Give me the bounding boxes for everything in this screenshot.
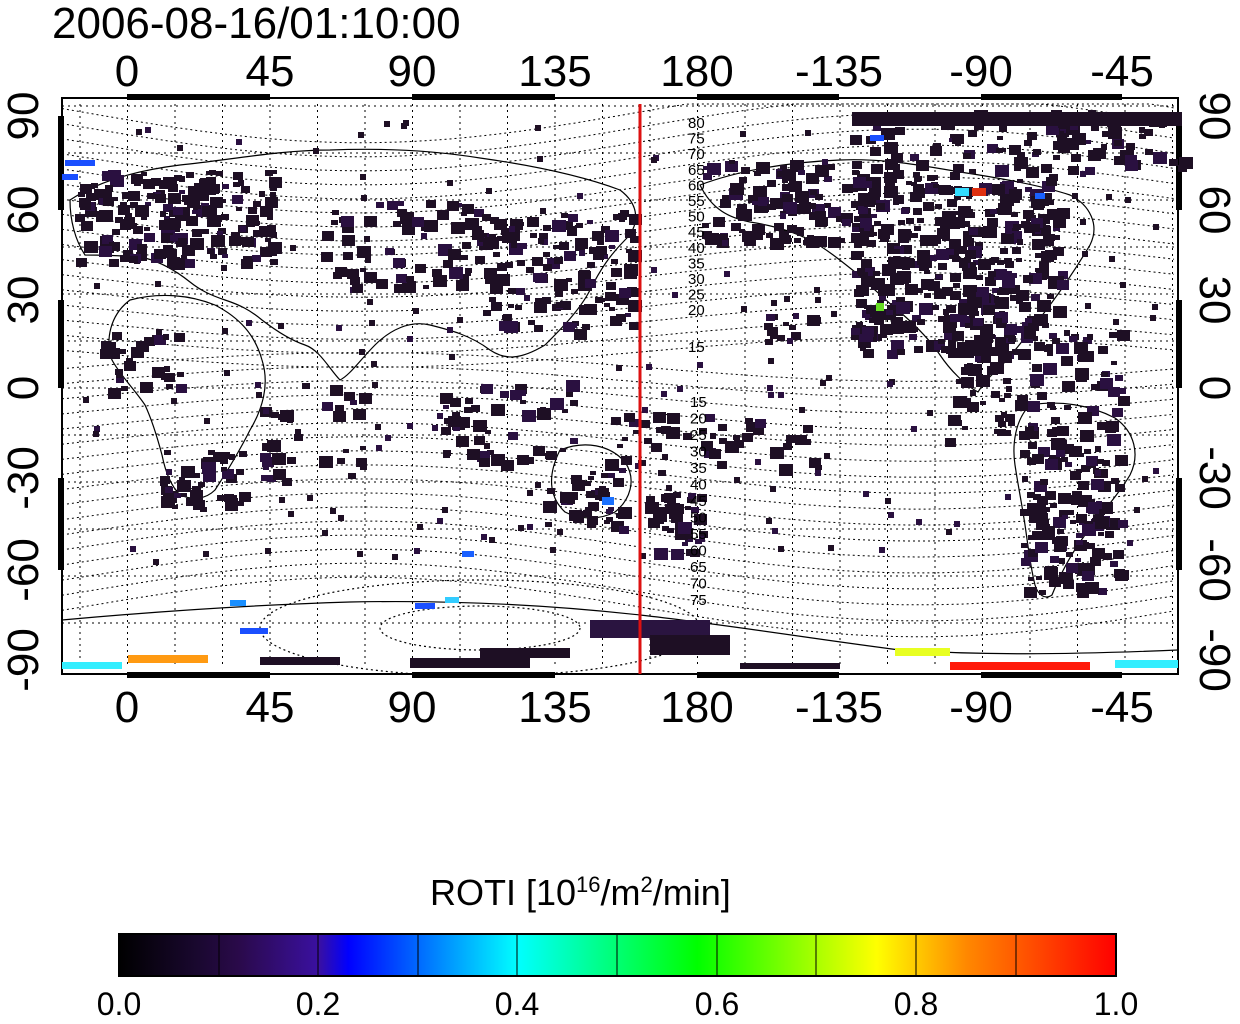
lat-tick-left-60: 60 bbox=[0, 186, 48, 235]
lon-tick-bottom-5: 180 bbox=[660, 683, 734, 732]
contour-label-south: 60 bbox=[690, 543, 707, 560]
lon-tick-bottom-6: -135 bbox=[794, 683, 884, 732]
contour-label-north: 20 bbox=[688, 302, 705, 319]
lon-tick-bottom-7: -90 bbox=[949, 683, 1013, 732]
colorbar-title: ROTI [1016/m2/min] bbox=[430, 872, 731, 914]
lat-tick-right-m90: -90 bbox=[1190, 628, 1239, 692]
contour-label-south: 30 bbox=[690, 444, 707, 461]
colorbar-title-main: ROTI [10 bbox=[430, 872, 577, 913]
colorbar-tick-1: 0.0 bbox=[96, 986, 142, 1022]
lon-tick-bottom-8: -45 bbox=[1090, 683, 1154, 732]
contour-label-north: 25 bbox=[688, 287, 705, 304]
lat-tick-left-0: 0 bbox=[0, 376, 48, 400]
lat-tick-left-30: 30 bbox=[0, 276, 48, 325]
contour-label-north: 80 bbox=[688, 115, 705, 132]
colorbar-tick-6: 1.0 bbox=[1093, 986, 1139, 1022]
contour-label-south: 50 bbox=[690, 510, 707, 527]
lat-tick-left-90: 90 bbox=[0, 92, 48, 141]
contour-label-north: 75 bbox=[688, 131, 705, 148]
colorbar-tick-2: 0.2 bbox=[295, 986, 341, 1022]
lon-tick-bottom-3: 90 bbox=[387, 683, 437, 732]
contour-label-south: 65 bbox=[690, 559, 707, 576]
contour-label-south: 45 bbox=[690, 493, 707, 510]
colorbar-title-mid: /m bbox=[600, 872, 641, 913]
lat-tick-right-0: 0 bbox=[1190, 376, 1239, 400]
lat-tick-right-60: 60 bbox=[1190, 186, 1239, 235]
lon-tick-top-4: 135 bbox=[518, 47, 592, 96]
contour-label-south: 40 bbox=[690, 477, 707, 494]
lon-tick-top-3: 90 bbox=[387, 47, 437, 96]
colorbar-title-exp2: 2 bbox=[640, 872, 653, 897]
contour-label-north: 35 bbox=[688, 255, 705, 272]
contour-label-south: 70 bbox=[690, 576, 707, 593]
lat-tick-left-m30: -30 bbox=[0, 446, 48, 510]
lon-tick-bottom-4: 135 bbox=[518, 683, 592, 732]
lat-tick-right-m30: -30 bbox=[1190, 446, 1239, 510]
contour-label-north: 15 bbox=[688, 339, 705, 356]
lon-tick-top-6: -135 bbox=[794, 47, 884, 96]
contour-label-north: 55 bbox=[688, 193, 705, 210]
contour-label-north: 50 bbox=[688, 209, 705, 226]
colorbar-tick-4: 0.6 bbox=[694, 986, 740, 1022]
contour-label-north: 70 bbox=[688, 146, 705, 163]
colorbar-tick-3: 0.4 bbox=[494, 986, 540, 1022]
lon-tick-top-5: 180 bbox=[660, 47, 734, 96]
contour-label-north: 65 bbox=[688, 162, 705, 179]
colorbar-title-end: /min] bbox=[652, 872, 731, 913]
lon-tick-top-7: -90 bbox=[949, 47, 1013, 96]
map-title: 2006-08-16/01:10:00 bbox=[52, 0, 461, 48]
roti-data-patches bbox=[62, 110, 1193, 670]
contour-label-north: 45 bbox=[688, 224, 705, 241]
contour-label-north: 60 bbox=[688, 177, 705, 194]
contour-label-south: 55 bbox=[690, 526, 707, 543]
contour-label-north: 30 bbox=[688, 271, 705, 288]
lon-tick-top-8: -45 bbox=[1090, 47, 1154, 96]
lon-tick-bottom-2: 45 bbox=[245, 683, 295, 732]
colorbar-tick-5: 0.8 bbox=[893, 986, 939, 1022]
lat-tick-right-m60: -60 bbox=[1190, 538, 1239, 602]
colorbar-title-exp1: 16 bbox=[576, 872, 601, 897]
contour-label-north: 40 bbox=[688, 240, 705, 257]
lon-tick-top-1: 0 bbox=[114, 47, 140, 96]
contour-label-south: 75 bbox=[690, 592, 707, 609]
contour-label-south: 35 bbox=[690, 460, 707, 477]
lat-tick-right-30: 30 bbox=[1190, 276, 1239, 325]
contour-label-south: 25 bbox=[690, 427, 707, 444]
lon-tick-top-2: 45 bbox=[245, 47, 295, 96]
lat-tick-left-m60: -60 bbox=[0, 538, 48, 602]
lat-tick-right-90: 90 bbox=[1190, 92, 1239, 141]
lon-tick-bottom-1: 0 bbox=[114, 683, 140, 732]
lat-tick-left-m90: -90 bbox=[0, 628, 48, 692]
contour-label-south: 15 bbox=[690, 394, 707, 411]
contour-label-south: 20 bbox=[690, 411, 707, 428]
frame-border-segments bbox=[58, 94, 1182, 678]
contour-labels: 8075706560555045403530252015152025303540… bbox=[688, 115, 707, 609]
